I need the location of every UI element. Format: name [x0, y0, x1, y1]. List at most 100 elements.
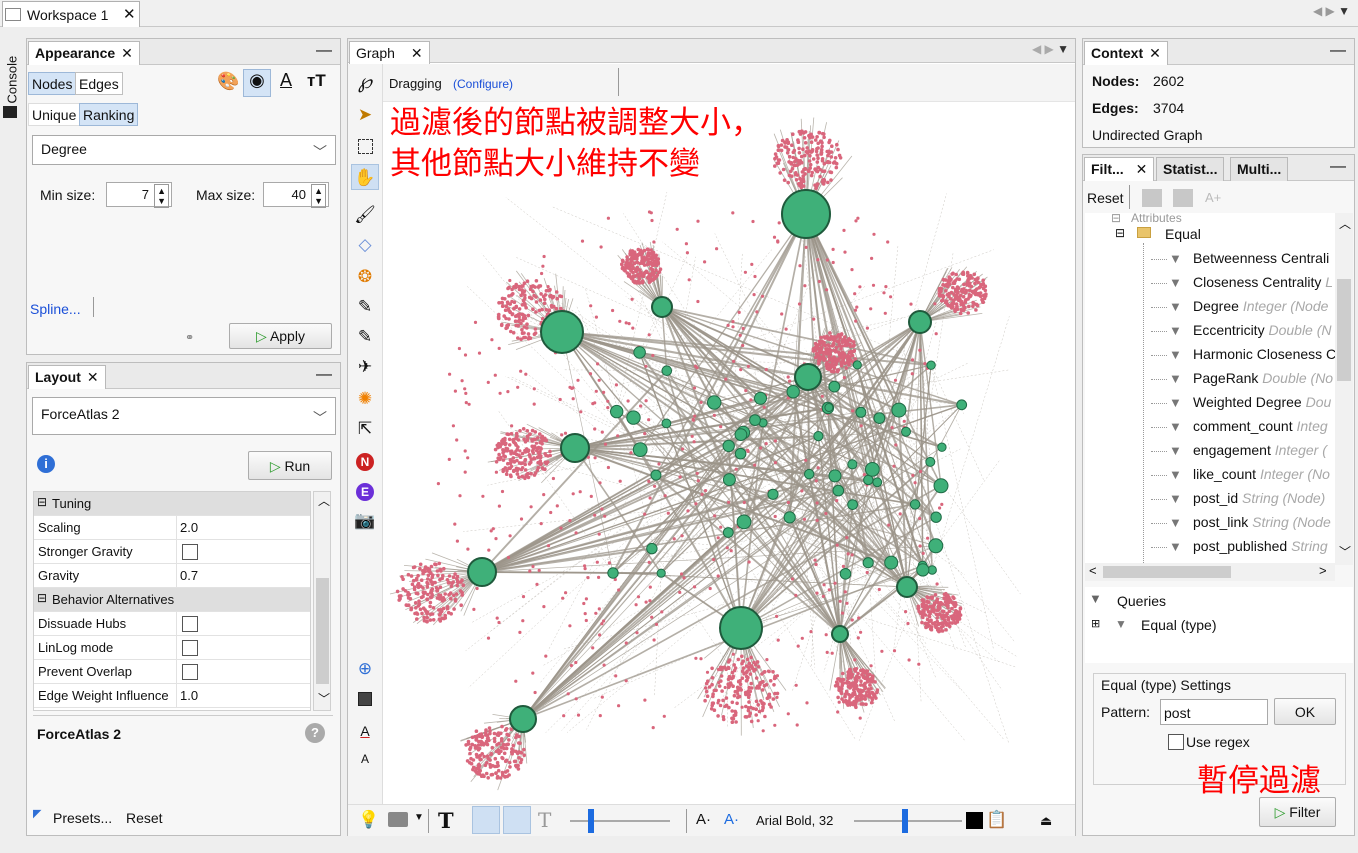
link-icon[interactable]: ⚭ — [185, 332, 195, 344]
filter-item[interactable]: ▼ comment_count Integ — [1085, 415, 1335, 439]
airplane-icon[interactable]: ✈ — [357, 357, 373, 376]
edge-labels-icon[interactable]: T — [538, 808, 552, 832]
edit-pointer-icon[interactable]: ⇱ — [357, 419, 373, 438]
filter-item[interactable]: ▼ Degree Integer (Node — [1085, 295, 1335, 319]
close-icon[interactable]: ✕ — [410, 45, 423, 61]
close-icon[interactable]: ✕ — [123, 6, 136, 23]
pencil-icon[interactable]: ✎ — [357, 297, 373, 316]
scroll-thumb[interactable] — [1103, 566, 1231, 578]
scroll-left-icon[interactable]: < — [1089, 563, 1097, 578]
query-item[interactable]: Equal (type) — [1141, 617, 1217, 633]
spline-link[interactable]: Spline... — [30, 301, 81, 317]
appearance-tab[interactable]: Appearance ✕ — [28, 41, 140, 65]
filter-item[interactable]: ▼ Betweenness Centrali — [1085, 247, 1335, 271]
context-tab[interactable]: Context ✕ — [1084, 41, 1168, 65]
close-icon[interactable]: ✕ — [121, 45, 133, 61]
brush-icon[interactable]: 🖌 — [354, 205, 376, 224]
help-icon[interactable]: ? — [305, 723, 325, 743]
edge-scale-slider[interactable] — [570, 820, 670, 822]
selection-logo-icon[interactable]: ℘ — [358, 69, 372, 93]
palette-icon[interactable]: 🎨 — [217, 71, 240, 91]
property-checkbox[interactable] — [182, 544, 198, 560]
screenshot-icon[interactable] — [388, 812, 408, 827]
edge-tool-icon[interactable]: E — [351, 478, 379, 504]
filters-tab[interactable]: Filt... ✕ — [1084, 157, 1155, 181]
font-label[interactable]: Arial Bold, 32 — [756, 813, 834, 828]
filter-item[interactable]: ▼ like_count Integer (No — [1085, 463, 1335, 487]
pattern-input[interactable]: post — [1160, 699, 1268, 725]
property-checkbox[interactable] — [182, 616, 198, 632]
font-color-underline-icon[interactable]: A — [360, 723, 370, 739]
edge-color-icon[interactable] — [503, 806, 531, 834]
apply-button[interactable]: ▷ Apply — [229, 323, 332, 349]
expand-icon[interactable]: ⊞ — [1091, 618, 1101, 630]
property-scrollbar[interactable]: ︿ ﹀ — [313, 491, 331, 711]
nodes-tab[interactable]: Nodes — [28, 72, 77, 95]
property-checkbox[interactable] — [182, 640, 198, 656]
minimize-icon[interactable]: — — [1330, 158, 1346, 175]
label-color-swatch[interactable] — [966, 812, 983, 829]
filters-reset-button[interactable]: Reset — [1087, 190, 1124, 206]
font-size-small-icon[interactable]: A — [360, 752, 369, 766]
close-icon[interactable]: ✕ — [1135, 161, 1148, 177]
label-size-slider[interactable] — [854, 820, 962, 822]
reset-button[interactable]: Reset — [126, 810, 163, 826]
tree-hscrollbar[interactable]: < > — [1085, 563, 1335, 581]
property-value[interactable]: 2.0 — [180, 520, 199, 535]
rect-select-icon[interactable] — [351, 134, 379, 160]
console-strip[interactable]: Console — [0, 38, 20, 128]
close-icon[interactable]: ✕ — [86, 369, 99, 385]
minimize-icon[interactable]: — — [316, 42, 332, 59]
workspace-tab[interactable]: Workspace 1 ✕ — [2, 1, 140, 27]
ok-button[interactable]: OK — [1274, 698, 1336, 725]
scroll-up-icon[interactable]: ︿ — [318, 494, 331, 508]
tree-folder-equal[interactable]: ⊟ Equal — [1085, 223, 1335, 247]
eject-icon[interactable]: ⏏ — [1040, 813, 1053, 828]
filter-item[interactable]: ▼ Harmonic Closeness C — [1085, 343, 1335, 367]
zoom-icon[interactable]: ⊕ — [357, 659, 373, 678]
unique-tab[interactable]: Unique — [28, 103, 81, 126]
layout-tab[interactable]: Layout ✕ — [28, 365, 106, 389]
presets-button[interactable]: Presets... — [53, 810, 113, 826]
filter-item[interactable]: ▼ engagement Integer ( — [1085, 439, 1335, 463]
scroll-thumb[interactable] — [316, 578, 329, 684]
font-size-icon[interactable]: A· — [696, 811, 711, 828]
collapse-icon[interactable]: ⊟ — [37, 495, 48, 509]
diamond-icon[interactable]: ◇ — [358, 235, 372, 254]
ranking-attribute-select[interactable]: Degree ﹀ — [32, 135, 336, 165]
label-size-icon[interactable]: ᴛT — [307, 71, 326, 90]
statistics-tab[interactable]: Statist... — [1156, 157, 1225, 181]
property-value[interactable]: 0.7 — [180, 568, 199, 583]
bulb-icon[interactable]: 💡 — [358, 810, 380, 829]
spinner-icon[interactable]: ▲ ▼ — [154, 184, 169, 208]
max-size-spinner[interactable]: 40 ▲ ▼ — [263, 182, 329, 208]
graph-nav-icon[interactable]: ◀ ▶ ▼ — [1031, 42, 1069, 56]
property-category[interactable]: Tuning ⊟ — [34, 492, 310, 516]
scroll-thumb[interactable] — [1337, 279, 1351, 381]
slider-thumb[interactable] — [588, 809, 594, 833]
edges-tab[interactable]: Edges — [75, 72, 123, 95]
property-checkbox[interactable] — [182, 664, 198, 680]
color-wheel-icon[interactable]: ❂ — [357, 267, 373, 286]
dropdown-arrow-icon[interactable]: ▼ — [414, 812, 424, 823]
filter-item[interactable]: ▼ Eccentricity Double (N — [1085, 319, 1335, 343]
min-size-spinner[interactable]: 7 ▲ ▼ — [106, 182, 172, 208]
scroll-down-icon[interactable]: ﹀ — [1339, 545, 1352, 559]
filter-item[interactable]: ▼ Weighted Degree Dou — [1085, 391, 1335, 415]
graph-canvas[interactable] — [383, 102, 1075, 804]
camera-icon[interactable]: 📷 — [354, 511, 376, 530]
console-label[interactable]: Console — [4, 55, 20, 104]
show-labels-icon[interactable]: T — [438, 808, 454, 833]
background-color-icon[interactable] — [351, 687, 379, 713]
pointer-icon[interactable]: ➤ — [357, 105, 373, 124]
pencil-size-icon[interactable]: ✎ — [357, 327, 373, 346]
multimode-tab[interactable]: Multi... — [1230, 157, 1289, 181]
graph-tab[interactable]: Graph ✕ — [349, 41, 430, 65]
filter-item[interactable]: ▼ Closeness Centrality L — [1085, 271, 1335, 295]
minimize-icon[interactable]: — — [1330, 42, 1346, 59]
run-button[interactable]: ▷ Run — [248, 451, 332, 480]
size-icon[interactable]: ◉ — [243, 69, 271, 97]
filter-button[interactable]: ▷ Filter — [1259, 797, 1336, 827]
label-color-icon[interactable]: A — [280, 70, 293, 90]
font-color-icon[interactable]: A· — [724, 811, 739, 828]
